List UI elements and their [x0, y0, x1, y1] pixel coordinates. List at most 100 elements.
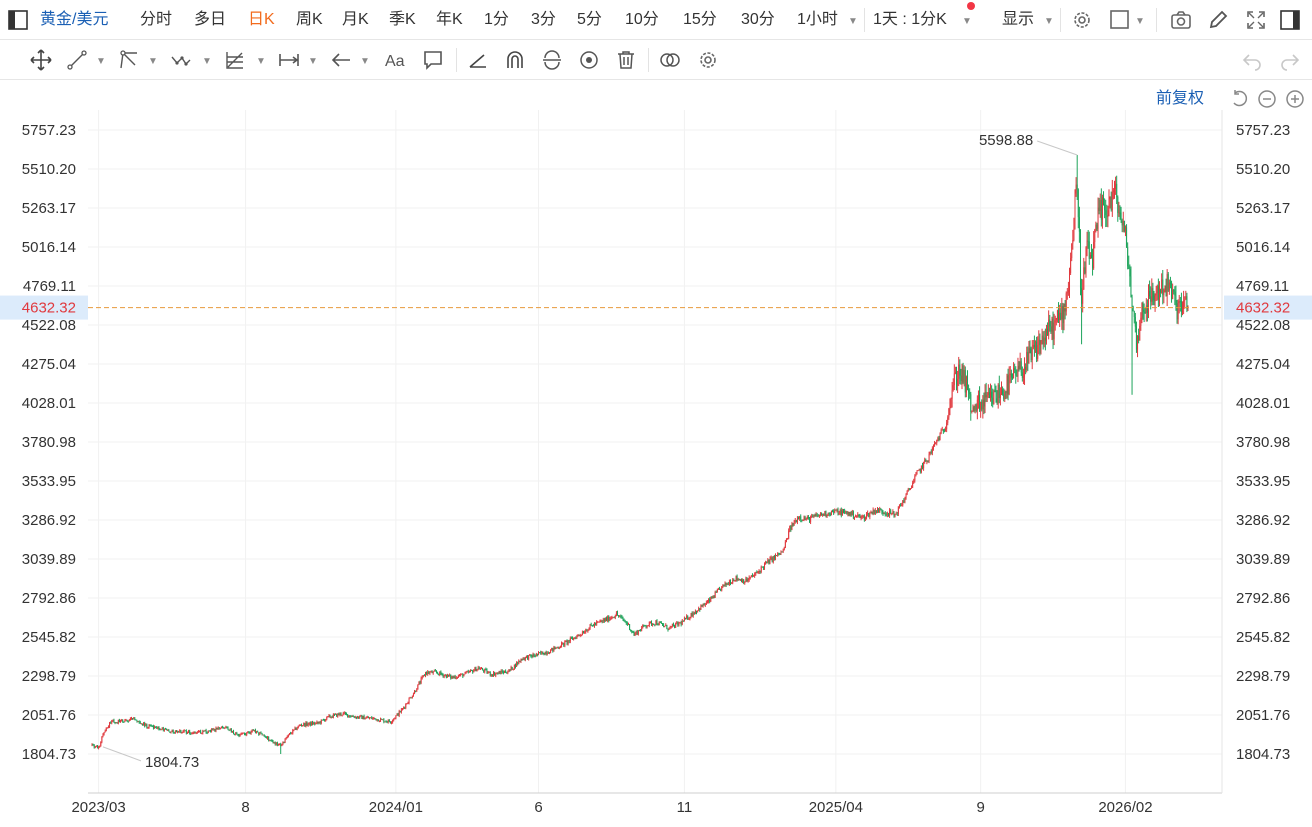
period-tab[interactable]: 15分	[683, 11, 717, 28]
pen-icon[interactable]	[1207, 9, 1229, 31]
redo-icon[interactable]	[1279, 49, 1301, 71]
drawing-settings-icon[interactable]	[697, 49, 719, 71]
trash-icon[interactable]	[615, 49, 637, 71]
candle-body	[674, 625, 676, 628]
candle-body	[858, 514, 860, 516]
candle-body	[659, 621, 661, 623]
arrow-tool-icon[interactable]	[330, 49, 352, 71]
period-tab[interactable]: 季K	[389, 11, 416, 28]
candle-body	[1176, 305, 1178, 320]
candle-body	[690, 613, 692, 618]
period-tab[interactable]: 5分	[577, 11, 602, 28]
candle-body	[877, 508, 879, 512]
period-tab[interactable]: 10分	[625, 11, 659, 28]
candle-body	[290, 733, 292, 735]
candle-body	[1035, 341, 1037, 348]
candle-body	[1163, 290, 1165, 296]
candle-body	[1100, 199, 1102, 220]
candle-body	[96, 746, 98, 749]
symbol-label[interactable]: 黄金/美元	[40, 11, 109, 28]
period-tab[interactable]: 1分	[484, 11, 509, 28]
candle-body	[966, 376, 968, 390]
candle-body	[240, 733, 242, 735]
candle-body	[134, 718, 136, 720]
camera-icon[interactable]	[1170, 9, 1192, 31]
chevron-down-icon[interactable]: ▼	[1044, 16, 1054, 27]
visibility-icon[interactable]	[578, 49, 600, 71]
adjust-toggle[interactable]: 前复权	[1156, 90, 1205, 107]
chevron-down-icon[interactable]: ▼	[962, 16, 972, 27]
candle-body	[527, 656, 529, 660]
period-tab[interactable]: 多日	[194, 11, 227, 28]
period-tab[interactable]: 3分	[531, 11, 556, 28]
candle-body	[388, 719, 390, 722]
angle-tool-icon[interactable]	[467, 49, 489, 71]
candle-body	[152, 726, 154, 729]
candle-body	[544, 652, 546, 655]
move-icon[interactable]	[30, 49, 52, 71]
line-tool-icon[interactable]	[66, 49, 88, 71]
y-tick-label: 3286.92	[1236, 512, 1290, 529]
display-menu[interactable]: 显示	[1002, 11, 1035, 28]
period-tab[interactable]: 1小时	[797, 11, 838, 28]
reset-icon[interactable]	[1229, 88, 1251, 110]
candle-body	[790, 526, 792, 530]
candle-body	[234, 733, 236, 735]
period-tab-active[interactable]: 日K	[248, 11, 275, 28]
polyline-tool-icon[interactable]	[118, 49, 140, 71]
period-tab[interactable]: 分时	[140, 11, 173, 28]
period-tab[interactable]: 月K	[342, 11, 369, 28]
chevron-down-icon[interactable]: ▼	[202, 56, 212, 67]
candle-body	[1108, 199, 1110, 211]
candle-body	[476, 669, 478, 672]
chevron-down-icon[interactable]: ▼	[360, 56, 370, 67]
candle-body	[598, 621, 600, 623]
candle-body	[723, 584, 725, 586]
compare-icon[interactable]	[659, 49, 681, 71]
period-tab[interactable]: 年K	[436, 11, 463, 28]
undo-icon[interactable]	[1241, 49, 1263, 71]
candle-body	[744, 581, 746, 584]
candle-body	[312, 722, 314, 725]
candle-body	[1120, 212, 1122, 221]
sync-icon[interactable]	[541, 49, 563, 71]
measure-tool-icon[interactable]	[278, 49, 300, 71]
candle-body	[1051, 318, 1053, 332]
chevron-down-icon[interactable]: ▼	[1135, 16, 1145, 27]
period-tab[interactable]: 30分	[741, 11, 775, 28]
candle-body	[456, 677, 458, 679]
settings-icon[interactable]	[1071, 9, 1093, 31]
fullscreen-icon[interactable]	[1245, 9, 1267, 31]
candle-body	[719, 588, 721, 590]
candle-body	[924, 459, 926, 462]
candle-body	[478, 667, 480, 670]
candle-body	[115, 722, 117, 724]
candle-body	[784, 541, 786, 548]
zoom-in-icon[interactable]	[1284, 88, 1306, 110]
chevron-down-icon[interactable]: ▼	[148, 56, 158, 67]
chevron-down-icon[interactable]: ▼	[96, 56, 106, 67]
candle-body	[147, 727, 149, 729]
template-icon[interactable]	[1109, 9, 1131, 31]
candle-body	[1065, 293, 1067, 312]
period-tab[interactable]: 周K	[296, 11, 323, 28]
wave-tool-icon[interactable]	[170, 49, 192, 71]
candlestick-chart[interactable]: 5757.23 5510.20 5263.17 5016.14 4769.11 4522.…	[0, 80, 1312, 827]
layout-icon[interactable]	[7, 9, 29, 31]
fib-tool-icon[interactable]	[224, 49, 246, 71]
magnet-icon[interactable]	[504, 49, 526, 71]
chevron-down-icon[interactable]: ▼	[848, 16, 858, 27]
text-tool-icon[interactable]: Aa	[384, 49, 406, 71]
chevron-down-icon[interactable]: ▼	[256, 56, 266, 67]
candle-body	[755, 572, 757, 575]
candle-body	[403, 707, 405, 709]
candle-body	[267, 736, 269, 739]
candle-body	[1105, 210, 1107, 216]
candle-body	[714, 591, 716, 598]
candle-body	[1039, 339, 1041, 354]
zoom-out-icon[interactable]	[1256, 88, 1278, 110]
interval-select[interactable]: 1天 : 1分K	[873, 11, 947, 28]
sidebar-toggle-icon[interactable]	[1279, 9, 1301, 31]
chevron-down-icon[interactable]: ▼	[308, 56, 318, 67]
note-tool-icon[interactable]	[422, 49, 444, 71]
